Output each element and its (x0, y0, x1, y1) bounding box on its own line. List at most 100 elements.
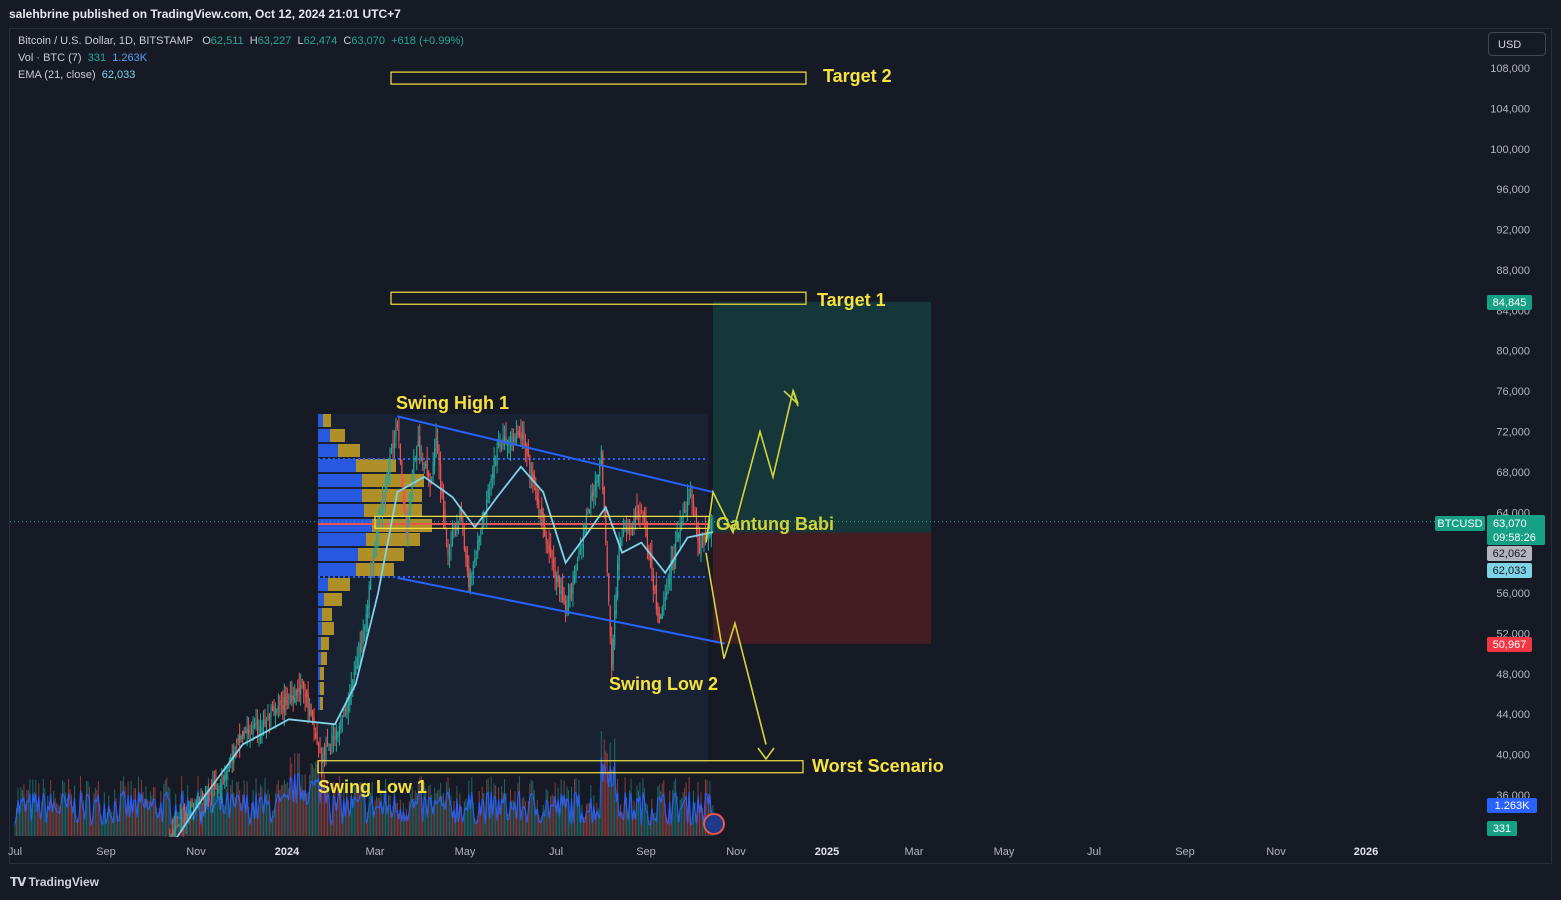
candle-body (548, 542, 550, 553)
volume-ma-line (14, 757, 714, 827)
stop-price-tag-box (1487, 637, 1532, 652)
volume-bar (508, 813, 510, 836)
candle-body (541, 506, 543, 516)
volume-bar (132, 805, 134, 836)
candle-body (319, 748, 321, 753)
candle-body (203, 799, 205, 801)
volume-bar (588, 803, 590, 836)
volume-bar (511, 800, 513, 836)
drawings[interactable] (317, 71, 931, 774)
candle-body (292, 695, 294, 699)
candle-body (560, 591, 562, 595)
volume-bar (498, 787, 500, 836)
candle-body (189, 804, 192, 817)
candle-body (493, 457, 495, 479)
tradingview-branding[interactable]: 𝗧𝗩 TradingView (10, 875, 99, 889)
volume-bar (634, 814, 636, 836)
candle-body (639, 512, 641, 516)
volume-bar (484, 820, 486, 836)
legend-volume-label[interactable]: Vol · BTC (7) (18, 52, 82, 64)
candle-body (603, 487, 605, 512)
candle-body (343, 713, 345, 717)
candle-body (457, 521, 460, 531)
volume-bar (230, 785, 232, 836)
volume-bar (87, 781, 89, 836)
currency-button[interactable]: USD (1488, 32, 1546, 56)
candle-body (216, 788, 218, 791)
candle-body (175, 825, 177, 831)
volume-bar (59, 806, 61, 836)
volume-bar (331, 820, 333, 836)
volume-bar (114, 789, 116, 836)
volume-bar (71, 794, 73, 836)
volume-bar (492, 808, 494, 836)
price-axis[interactable]: 108,000 104,000 100,000 96,000 92,000 88,000 8… (1490, 63, 1530, 802)
candle-body (310, 704, 312, 716)
candle-body (559, 577, 561, 594)
volume-profile-up (318, 563, 356, 576)
volume-bar (652, 814, 654, 836)
volume-bar (642, 777, 644, 836)
candle-body (527, 448, 529, 457)
candle-body (156, 858, 157, 864)
time-tick-label: May (994, 846, 1015, 858)
volume-bar (280, 785, 282, 836)
candle-body (291, 695, 293, 703)
time-axis[interactable]: Jul Sep Nov 2024 Mar May Jul Sep Nov 2025 Mar May Ju… (8, 846, 1378, 858)
candle-body (253, 723, 256, 727)
candle-body (605, 510, 607, 542)
volume-bar (273, 809, 275, 836)
volume-bar (96, 790, 98, 836)
candle-body (169, 838, 170, 843)
volume-profile-down (320, 697, 323, 710)
volume-bar (639, 782, 641, 836)
volume-bar (532, 780, 534, 836)
candle-body (384, 485, 387, 501)
volume-bar (282, 784, 284, 836)
candle-body (529, 456, 531, 474)
candle-body (338, 726, 340, 735)
volume-bar (425, 788, 427, 836)
candle-body (640, 509, 643, 512)
volume-bar (60, 793, 62, 836)
candle-body (570, 583, 573, 593)
volume-bar (690, 820, 692, 836)
candle-body (466, 554, 468, 571)
tradingview-logo-icon: 𝗧𝗩 (10, 875, 27, 889)
candle-body (399, 445, 401, 463)
volume-bar (603, 739, 605, 836)
candle-body (624, 530, 626, 532)
legend-high-label: H (249, 35, 258, 47)
candle-body (246, 728, 248, 734)
candle-body (304, 694, 306, 697)
candle-body (23, 856, 24, 859)
legend-ema-label[interactable]: EMA (21, close) (18, 69, 96, 81)
volume-bar (191, 811, 193, 836)
volume-bar (260, 784, 262, 836)
candle-body (694, 510, 696, 515)
volume-bar (210, 805, 212, 836)
volume-bar (685, 782, 687, 836)
volume-bar (392, 805, 394, 836)
candle-body (675, 541, 677, 561)
volume-bar (316, 763, 318, 836)
candle-body (286, 701, 288, 703)
volume-bar (319, 793, 321, 836)
candle-body (166, 844, 167, 846)
candle-body (471, 575, 473, 579)
volume-profile-up (318, 429, 330, 442)
volume-bar (648, 820, 650, 836)
candle-body (681, 521, 683, 526)
candle-body (621, 536, 623, 538)
volume-bar (559, 810, 561, 836)
legend-symbol[interactable]: Bitcoin / U.S. Dollar, 1D, BITSTAMP (18, 35, 194, 47)
volume-bar (446, 782, 448, 836)
volume-bar (518, 776, 520, 836)
volume-bar (225, 789, 227, 836)
candle-body (566, 605, 568, 615)
volume-bar (423, 782, 425, 836)
volume-bar (617, 778, 619, 836)
candle-body (212, 785, 214, 799)
candle-body (611, 637, 613, 670)
